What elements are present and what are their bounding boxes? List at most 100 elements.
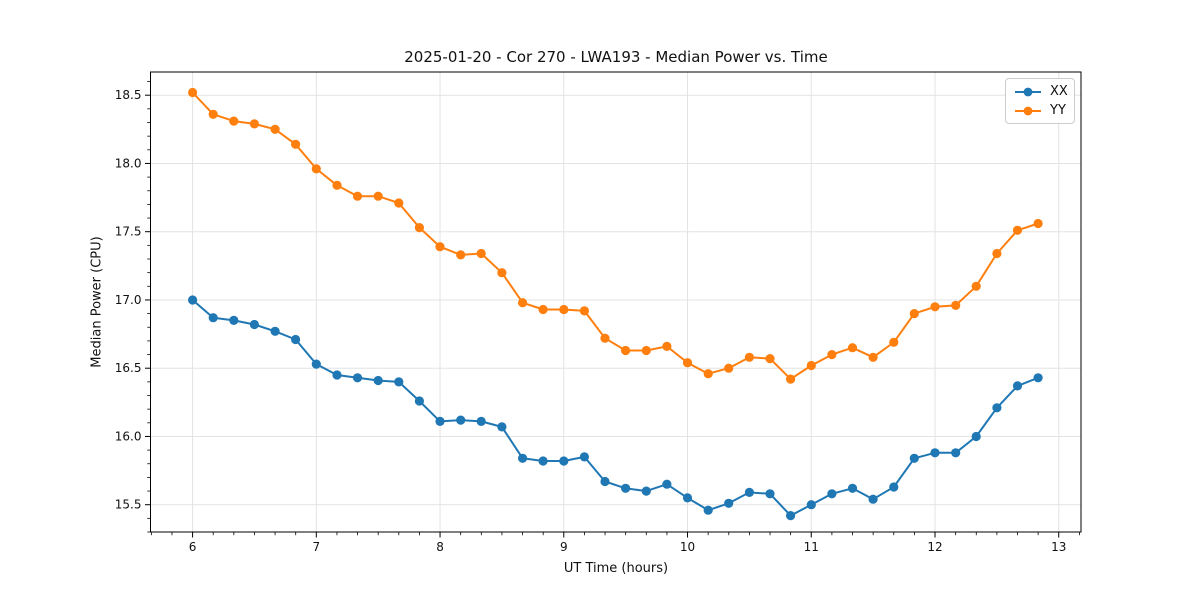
data-point-yy <box>724 363 734 373</box>
data-point-yy <box>435 242 445 252</box>
data-point-yy <box>332 180 342 190</box>
data-point-xx <box>373 375 383 386</box>
legend-marker-icon <box>1023 87 1033 96</box>
data-point-xx <box>394 377 404 387</box>
data-point-xx <box>579 452 590 462</box>
data-point-xx <box>414 396 424 406</box>
series-line-yy <box>191 91 1040 381</box>
data-point-yy <box>270 124 280 134</box>
data-point-xx <box>662 479 672 489</box>
data-point-yy <box>188 87 198 98</box>
y-tick-label: 16.5 <box>115 361 142 375</box>
data-point-xx <box>518 453 528 463</box>
data-point-xx <box>332 370 342 380</box>
data-point-yy <box>971 281 981 291</box>
y-tick-label: 18.5 <box>115 88 142 102</box>
data-point-yy <box>868 352 878 362</box>
data-point-yy <box>806 360 816 371</box>
plot-border <box>150 71 1082 533</box>
legend-item-xx: XX <box>1014 83 1068 101</box>
data-point-xx <box>868 494 878 504</box>
x-tick-label: 7 <box>312 540 320 554</box>
data-point-xx <box>951 448 961 458</box>
data-point-xx <box>682 493 693 503</box>
chart-title: 2025-01-20 - Cor 270 - LWA193 - Median P… <box>404 48 828 66</box>
legend: XX YY <box>1005 78 1075 124</box>
data-point-xx <box>971 431 981 442</box>
data-point-xx <box>456 415 466 425</box>
data-point-yy <box>703 369 713 379</box>
data-point-yy <box>208 109 218 119</box>
data-point-xx <box>621 483 631 493</box>
legend-marker-icon <box>1023 106 1033 115</box>
x-tick-label: 11 <box>804 540 819 554</box>
data-point-yy <box>518 298 528 308</box>
data-point-xx <box>538 456 548 466</box>
data-point-xx <box>188 295 198 305</box>
legend-line-marker-icon <box>1015 106 1041 115</box>
x-tick-label: 12 <box>927 540 942 554</box>
y-tick-label: 17.0 <box>115 293 142 307</box>
data-point-xx <box>806 500 816 510</box>
y-tick-label: 15.5 <box>115 498 142 512</box>
legend-item-yy: YY <box>1014 102 1066 120</box>
data-point-yy <box>847 343 858 353</box>
data-point-xx <box>435 416 445 426</box>
data-point-yy <box>249 119 259 129</box>
data-point-yy <box>352 191 363 201</box>
data-point-xx <box>1012 381 1023 391</box>
data-point-xx <box>744 487 755 497</box>
data-point-xx <box>930 448 940 458</box>
data-point-yy <box>662 341 672 351</box>
data-point-yy <box>621 345 631 356</box>
data-point-yy <box>1033 218 1043 229</box>
data-point-xx <box>497 422 507 432</box>
data-point-xx <box>352 373 363 383</box>
data-point-xx <box>847 483 858 493</box>
data-point-xx <box>229 315 239 325</box>
data-point-yy <box>600 333 610 343</box>
data-point-yy <box>579 306 590 316</box>
data-point-xx <box>1033 373 1043 383</box>
x-axis-label: UT Time (hours) <box>563 561 669 576</box>
x-tick-label: 8 <box>436 540 444 554</box>
data-point-xx <box>291 334 301 345</box>
y-tick-label: 16.0 <box>115 429 142 443</box>
data-point-xx <box>889 482 899 492</box>
x-tick-label: 13 <box>1051 540 1066 554</box>
data-point-yy <box>930 302 940 312</box>
data-point-yy <box>229 116 239 126</box>
data-point-yy <box>786 374 796 384</box>
data-point-xx <box>765 489 775 499</box>
data-point-yy <box>414 223 424 233</box>
data-point-xx <box>641 486 651 496</box>
x-tick-label: 10 <box>680 540 695 554</box>
x-tick-label: 9 <box>560 540 568 554</box>
data-point-xx <box>249 319 259 330</box>
data-point-yy <box>1012 225 1023 235</box>
data-point-yy <box>456 250 466 260</box>
data-point-yy <box>394 198 404 208</box>
legend-label-yy: YY <box>1050 102 1066 118</box>
data-point-yy <box>373 191 383 201</box>
data-point-yy <box>497 268 507 278</box>
data-point-yy <box>559 304 569 315</box>
data-point-xx <box>724 498 734 508</box>
data-point-yy <box>291 139 301 149</box>
data-point-yy <box>311 164 321 174</box>
data-point-yy <box>744 352 755 362</box>
data-point-yy <box>889 337 899 347</box>
data-point-yy <box>538 304 548 315</box>
data-point-yy <box>827 350 837 360</box>
data-point-yy <box>909 309 919 319</box>
data-point-yy <box>641 345 651 356</box>
data-point-xx <box>559 456 569 466</box>
y-tick-label: 17.5 <box>115 225 142 239</box>
data-point-xx <box>827 489 837 499</box>
data-point-yy <box>951 300 961 310</box>
data-point-xx <box>786 510 796 521</box>
series-line-xx <box>191 299 1040 517</box>
data-point-xx <box>476 416 486 426</box>
data-point-xx <box>270 326 280 336</box>
